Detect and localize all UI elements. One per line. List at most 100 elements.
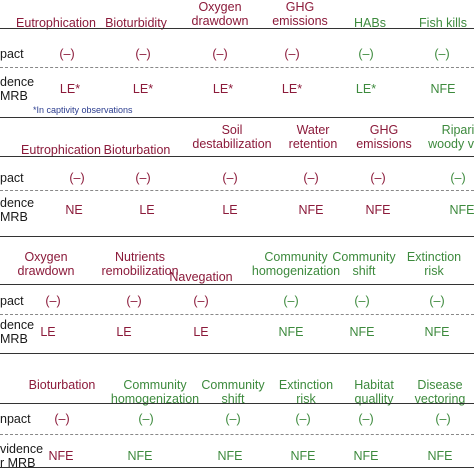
evidence-cell: NFE [127,449,153,463]
impact-row-label: pact [0,171,24,185]
column-header: Extinction [406,250,462,264]
evidence-cell: LE* [59,82,81,96]
impact-cell: (–) [429,294,445,308]
evidence-cell: LE* [355,82,377,96]
column-header: homogenization [251,264,341,278]
column-header: homogenization [110,392,200,406]
evidence-cell: LE* [132,82,154,96]
evidence-cell: NFE [365,203,391,217]
impact-cell: (–) [212,47,228,61]
evidence-cell: NFE [217,449,243,463]
column-header: quallity [354,392,394,406]
evidence-row-label: MRB [0,210,28,224]
impact-cell: (–) [135,171,151,185]
column-header: remobilization [101,264,179,278]
impact-row-label: pact [0,47,24,61]
column-header: drawdown [17,264,75,278]
evidence-cell: LE [193,325,209,339]
column-header: risk [424,264,444,278]
impact-cell: (–) [222,171,238,185]
evidence-cell: NFE [430,82,456,96]
column-header: Bioturbidity [105,16,167,30]
impact-cell: (–) [434,47,450,61]
column-header: destabilization [192,137,272,151]
evidence-row-label: MRB [0,89,28,103]
impact-cell: (–) [284,47,300,61]
impact-cell: (–) [295,412,311,426]
evidence-row-label: MRB [0,332,28,346]
impact-row-label: pact [0,294,24,308]
column-header: woody veg [428,137,474,151]
table-rule [0,403,474,404]
column-header: risk [296,392,316,406]
evidence-cell: NFE [349,325,375,339]
dashed-divider [0,190,474,191]
column-header: emissions [356,137,412,151]
column-header: Oxygen [24,250,68,264]
column-header: GHG [369,123,399,137]
column-header: Soil [221,123,243,137]
column-header: Fish kills [419,16,467,30]
impact-cell: (–) [45,294,61,308]
evidence-row-label: dence [0,75,35,89]
impact-cell: (–) [370,171,386,185]
column-header: emissions [272,14,328,28]
impact-cell: (–) [283,294,299,308]
evidence-row-label: vidence [0,442,44,456]
impact-cell: (–) [303,171,319,185]
column-header: Bioturbation [103,143,171,157]
column-header: Water [296,123,330,137]
evidence-cell: LE* [212,82,234,96]
column-header: Community [332,250,396,264]
column-header: Disease [417,378,463,392]
table-rule [0,28,474,29]
impact-cell: (–) [135,47,151,61]
evidence-row-label: dence [0,196,35,210]
evidence-cell: NFE [449,203,474,217]
table-rule [0,236,474,237]
impact-cell: (–) [225,412,241,426]
column-header: shift [221,392,245,406]
evidence-row-label: r MRB [0,456,36,470]
evidence-cell: NFE [298,203,324,217]
impact-cell: (–) [54,412,70,426]
column-header: Ripari [441,123,474,137]
column-header: Habitat [354,378,394,392]
evidence-cell: NFE [353,449,379,463]
table-rule [0,353,474,354]
column-header: vectoring [414,392,466,406]
column-header: GHG [285,0,315,14]
impact-cell: (–) [69,171,85,185]
column-header: Community [123,378,187,392]
impact-cell: (–) [59,47,75,61]
dashed-divider [0,67,474,68]
evidence-cell: LE [222,203,238,217]
column-header: Navegation [169,270,233,284]
column-header: Extinction [278,378,334,392]
impact-cell: (–) [126,294,142,308]
column-header: Oxygen [198,0,242,14]
dashed-divider [0,314,474,315]
table-rule [0,284,474,285]
evidence-cell: LE [116,325,132,339]
column-header: Eutrophication [16,16,96,30]
evidence-cell: NFE [290,449,316,463]
table-rule [0,117,474,118]
impact-cell: (–) [450,171,466,185]
evidence-cell: LE* [281,82,303,96]
evidence-cell: NFE [427,449,453,463]
column-header: Community [264,250,328,264]
column-header: shift [352,264,376,278]
evidence-cell: LE [139,203,155,217]
evidence-cell: LE [40,325,56,339]
impact-cell: (–) [435,412,451,426]
column-header: retention [288,137,338,151]
column-header: HABs [354,16,386,30]
impact-cell: (–) [358,412,374,426]
column-header: drawdown [191,14,249,28]
dashed-divider [0,434,474,435]
table-rule [0,467,474,468]
evidence-cell: NFE [424,325,450,339]
impact-cell: (–) [358,47,374,61]
table-rule [0,156,474,157]
